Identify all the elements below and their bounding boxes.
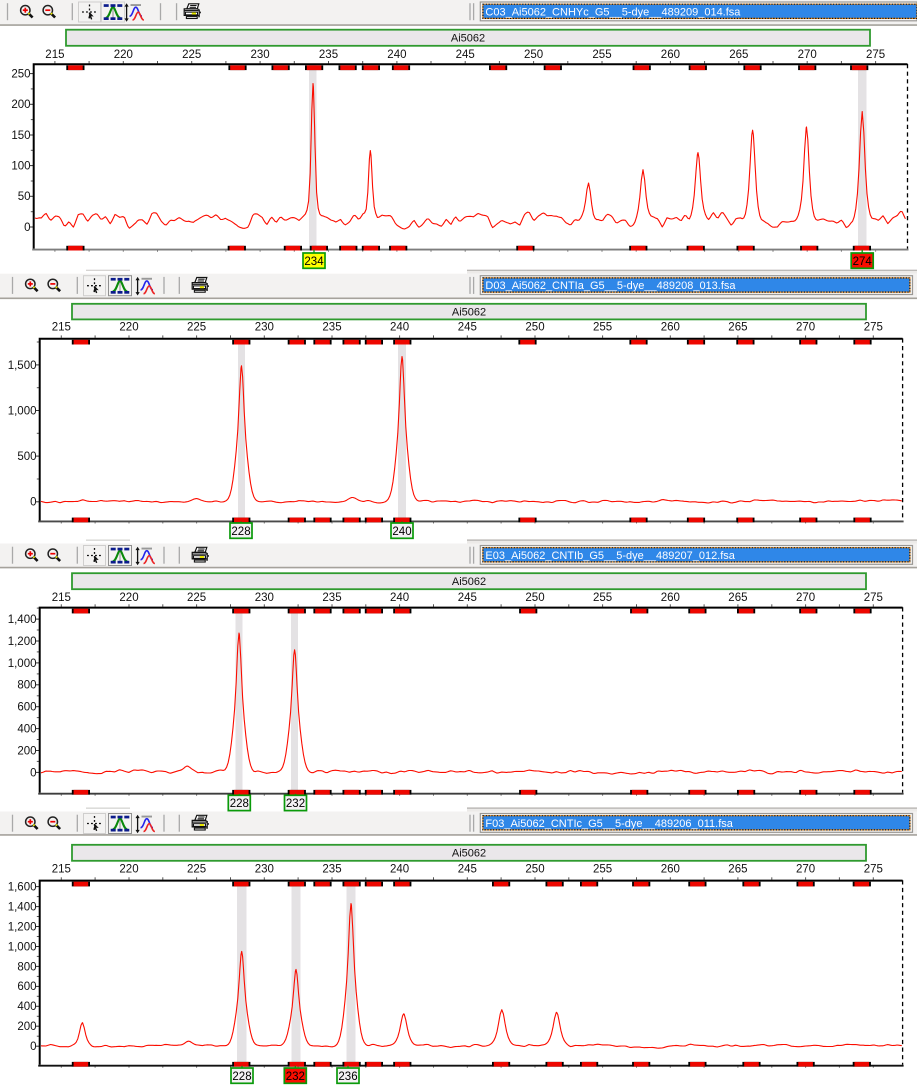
svg-text:265: 265 [728, 592, 747, 604]
svg-text:236: 236 [338, 1071, 357, 1083]
svg-text:255: 255 [593, 592, 612, 604]
svg-text:400: 400 [17, 1001, 36, 1013]
svg-text:220: 220 [119, 864, 138, 876]
svg-text:1,500: 1,500 [8, 360, 37, 372]
svg-text:228: 228 [231, 526, 250, 538]
svg-text:215: 215 [52, 592, 71, 604]
svg-text:235: 235 [322, 864, 341, 876]
svg-text:240: 240 [390, 322, 409, 334]
svg-text:240: 240 [390, 864, 409, 876]
svg-text:235: 235 [322, 322, 341, 334]
svg-text:225: 225 [182, 49, 201, 61]
svg-text:230: 230 [255, 322, 274, 334]
svg-text:1,000: 1,000 [8, 405, 37, 417]
svg-text:1,400: 1,400 [8, 614, 37, 626]
svg-text:265: 265 [728, 322, 747, 334]
svg-text:1,600: 1,600 [8, 882, 37, 894]
svg-text:Ai5062: Ai5062 [452, 848, 486, 860]
svg-text:800: 800 [17, 680, 36, 692]
svg-text:E03_Ai5062_CNTIb_G5__5-dye__48: E03_Ai5062_CNTIb_G5__5-dye__489207_012.f… [485, 550, 735, 562]
svg-text:100: 100 [11, 161, 30, 173]
svg-text:Ai5062: Ai5062 [452, 576, 486, 588]
svg-text:270: 270 [796, 322, 815, 334]
svg-text:240: 240 [390, 592, 409, 604]
svg-text:250: 250 [525, 322, 544, 334]
svg-text:215: 215 [45, 49, 64, 61]
svg-text:600: 600 [17, 702, 36, 714]
svg-text:220: 220 [119, 592, 138, 604]
svg-text:Ai5062: Ai5062 [452, 306, 486, 318]
svg-text:225: 225 [187, 864, 206, 876]
svg-text:260: 260 [661, 322, 680, 334]
svg-text:275: 275 [866, 49, 885, 61]
svg-text:230: 230 [255, 592, 274, 604]
svg-text:225: 225 [187, 592, 206, 604]
svg-text:230: 230 [251, 49, 270, 61]
svg-text:Ai5062: Ai5062 [451, 33, 485, 45]
svg-text:1,400: 1,400 [8, 902, 37, 914]
svg-text:1,200: 1,200 [8, 921, 37, 933]
svg-text:245: 245 [458, 864, 477, 876]
svg-text:265: 265 [728, 864, 747, 876]
svg-text:270: 270 [796, 864, 815, 876]
svg-text:500: 500 [17, 451, 36, 463]
svg-text:D03_Ai5062_CNTIa_G5__5-dye__48: D03_Ai5062_CNTIa_G5__5-dye__489208_013.f… [485, 280, 736, 292]
svg-text:215: 215 [52, 322, 71, 334]
svg-text:240: 240 [392, 526, 411, 538]
svg-text:255: 255 [592, 49, 611, 61]
svg-text:235: 235 [322, 592, 341, 604]
svg-text:270: 270 [798, 49, 817, 61]
svg-text:220: 220 [114, 49, 133, 61]
svg-text:275: 275 [864, 592, 883, 604]
svg-text:1,000: 1,000 [8, 658, 37, 670]
svg-text:228: 228 [232, 1071, 251, 1083]
svg-text:245: 245 [458, 322, 477, 334]
svg-text:245: 245 [458, 592, 477, 604]
svg-text:275: 275 [864, 322, 883, 334]
svg-text:232: 232 [286, 1071, 305, 1083]
svg-text:220: 220 [119, 322, 138, 334]
svg-text:1,000: 1,000 [8, 941, 37, 953]
svg-text:235: 235 [319, 49, 338, 61]
svg-text:230: 230 [255, 864, 274, 876]
svg-text:1,200: 1,200 [8, 636, 37, 648]
svg-text:C03_Ai5062_CNHYc_G5__5-dye__48: C03_Ai5062_CNHYc_G5__5-dye__489209_014.f… [485, 7, 741, 19]
svg-text:0: 0 [30, 497, 36, 509]
svg-text:200: 200 [17, 1021, 36, 1033]
svg-text:200: 200 [17, 745, 36, 757]
svg-text:260: 260 [661, 864, 680, 876]
svg-text:250: 250 [525, 864, 544, 876]
svg-text:250: 250 [524, 49, 543, 61]
svg-text:0: 0 [30, 1041, 36, 1053]
svg-text:255: 255 [593, 864, 612, 876]
svg-text:400: 400 [17, 724, 36, 736]
svg-text:0: 0 [24, 222, 30, 234]
svg-text:F03_Ai5062_CNTIc_G5__5-dye__48: F03_Ai5062_CNTIc_G5__5-dye__489206_011.f… [485, 818, 733, 830]
svg-text:265: 265 [729, 49, 748, 61]
svg-text:245: 245 [456, 49, 475, 61]
svg-text:255: 255 [593, 322, 612, 334]
svg-text:234: 234 [304, 256, 324, 268]
svg-text:800: 800 [17, 961, 36, 973]
svg-text:260: 260 [661, 49, 680, 61]
svg-text:270: 270 [796, 592, 815, 604]
svg-text:150: 150 [11, 130, 30, 142]
svg-text:260: 260 [661, 592, 680, 604]
svg-text:50: 50 [18, 191, 31, 203]
svg-text:250: 250 [11, 69, 30, 81]
svg-text:225: 225 [187, 322, 206, 334]
svg-text:215: 215 [52, 864, 71, 876]
svg-text:250: 250 [525, 592, 544, 604]
svg-text:240: 240 [387, 49, 406, 61]
svg-text:274: 274 [853, 256, 873, 268]
svg-text:200: 200 [11, 99, 30, 111]
svg-text:0: 0 [30, 767, 36, 779]
svg-text:600: 600 [17, 981, 36, 993]
svg-text:228: 228 [230, 798, 249, 810]
svg-text:232: 232 [286, 798, 305, 810]
svg-text:275: 275 [864, 864, 883, 876]
